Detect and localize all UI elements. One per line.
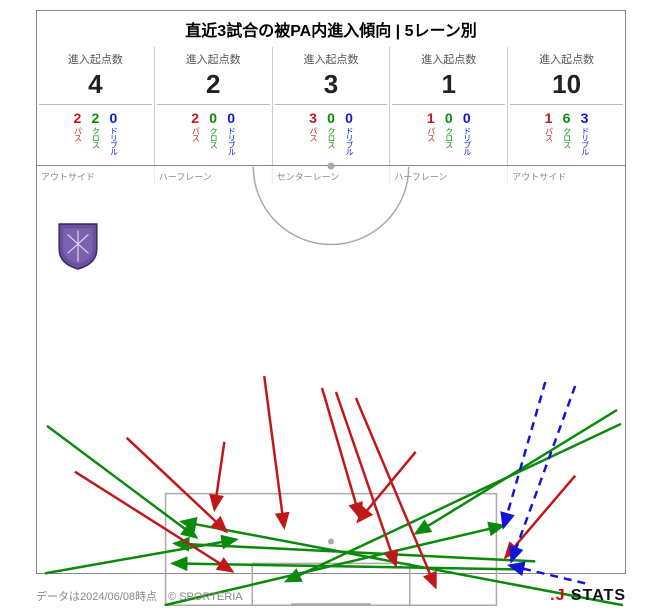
dribble-label: ドリブル <box>581 127 589 155</box>
cross-label: クロス <box>327 127 335 148</box>
lane-column: 進入起点数 3 3 パス 0 クロス 0 ドリブル <box>273 47 391 165</box>
pitch-svg <box>37 166 625 606</box>
pass-arrow <box>127 438 227 532</box>
lane-column: 進入起点数 1 1 パス 0 クロス 0 ドリブル <box>390 47 508 165</box>
team-crest-icon <box>57 222 99 270</box>
lane-breakdown: 1 パス 6 クロス 3 ドリブル <box>510 111 623 159</box>
pass-label: パス <box>191 127 199 141</box>
pass-arrow <box>75 472 232 572</box>
cross-count: 6 <box>563 111 571 125</box>
cross-count: 2 <box>91 111 99 125</box>
lane-header-label: 進入起点数 <box>510 51 623 67</box>
pass-arrow <box>214 442 224 510</box>
dribble-count: 0 <box>227 111 235 125</box>
lane-header-label: 進入起点数 <box>157 51 270 67</box>
cross-arrow <box>175 543 536 561</box>
lane-breakdown: 2 パス 0 クロス 0 ドリブル <box>157 111 270 159</box>
brand-rest: STATS <box>565 587 626 604</box>
lane-breakdown: 1 パス 0 クロス 0 ドリブル <box>392 111 505 159</box>
lane-header-label: 進入起点数 <box>392 51 505 67</box>
lane-total: 2 <box>157 69 270 105</box>
lanes-header: 進入起点数42パス2クロス0ドリブル進入起点数22パス0クロス0ドリブル進入起点… <box>37 47 625 166</box>
lane-total: 3 <box>275 69 388 105</box>
lane-total: 10 <box>510 69 623 105</box>
dribble-arrow <box>511 386 575 561</box>
lane-breakdown: 3 パス 0 クロス 0 ドリブル <box>275 111 388 159</box>
pass-arrow <box>356 398 436 587</box>
dribble-label: ドリブル <box>227 127 235 155</box>
pass-label: パス <box>309 127 317 141</box>
cross-label: クロス <box>209 127 217 148</box>
pitch-area: アウトサイドハーフレーンセンターレーンハーフレーンアウトサイド <box>37 166 625 606</box>
footer-brand: .J STATS <box>550 587 626 605</box>
pass-label: パス <box>545 127 553 141</box>
chart-container: 直近3試合の被PA内進入傾向 | 5レーン別 進入起点数42パス2クロス0ドリブ… <box>36 10 626 574</box>
cross-label: クロス <box>91 127 99 148</box>
chart-title: 直近3試合の被PA内進入傾向 | 5レーン別 <box>37 11 625 47</box>
dribble-count: 0 <box>345 111 353 125</box>
dribble-arrow <box>503 382 545 528</box>
pass-arrow <box>358 452 416 522</box>
dribble-count: 0 <box>463 111 471 125</box>
pass-label: パス <box>73 127 81 141</box>
pass-count: 1 <box>427 111 435 125</box>
lane-total: 4 <box>39 69 152 105</box>
cross-label: クロス <box>445 127 453 148</box>
pass-count: 2 <box>191 111 199 125</box>
cross-count: 0 <box>327 111 335 125</box>
pass-count: 3 <box>309 111 317 125</box>
lane-breakdown: 2 パス 2 クロス 0 ドリブル <box>39 111 152 159</box>
cross-count: 0 <box>209 111 217 125</box>
lane-header-label: 進入起点数 <box>39 51 152 67</box>
lane-total: 1 <box>392 69 505 105</box>
pass-arrow <box>264 376 284 527</box>
pass-label: パス <box>427 127 435 141</box>
arrows-group <box>45 376 623 605</box>
lane-column: 進入起点数 4 2 パス 2 クロス 0 ドリブル <box>37 47 155 165</box>
pass-arrow <box>505 476 575 558</box>
dribble-count: 3 <box>581 111 589 125</box>
dribble-label: ドリブル <box>463 127 471 155</box>
dribble-count: 0 <box>109 111 117 125</box>
brand-j: J <box>556 587 566 604</box>
cross-label: クロス <box>563 127 571 148</box>
footer-credit: データは2024/06/08時点 © SPORTERIA <box>36 588 243 604</box>
dribble-label: ドリブル <box>345 127 353 155</box>
cross-count: 0 <box>445 111 453 125</box>
pass-count: 2 <box>73 111 81 125</box>
pitch-lines <box>155 167 508 606</box>
dribble-label: ドリブル <box>109 127 117 155</box>
dribble-arrow <box>509 565 585 583</box>
lane-column: 進入起点数 10 1 パス 6 クロス 3 ドリブル <box>508 47 625 165</box>
lane-header-label: 進入起点数 <box>275 51 388 67</box>
footer: データは2024/06/08時点 © SPORTERIA .J STATS <box>36 587 626 605</box>
pass-arrow <box>336 392 396 565</box>
pass-count: 1 <box>545 111 553 125</box>
lane-column: 進入起点数 2 2 パス 0 クロス 0 ドリブル <box>155 47 273 165</box>
